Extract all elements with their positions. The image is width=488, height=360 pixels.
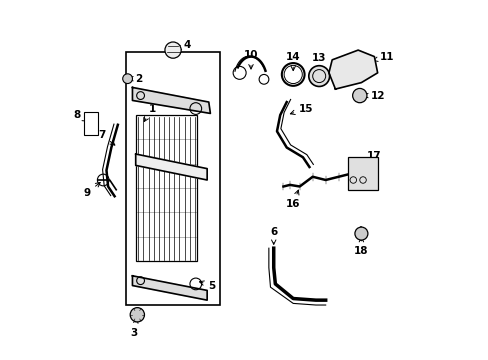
Circle shape bbox=[352, 89, 366, 103]
Text: 2: 2 bbox=[128, 74, 142, 84]
Text: 6: 6 bbox=[269, 227, 277, 244]
Text: 17: 17 bbox=[365, 150, 381, 170]
Text: 11: 11 bbox=[372, 51, 394, 62]
Text: 13: 13 bbox=[311, 53, 326, 72]
Text: 8: 8 bbox=[74, 110, 87, 121]
Circle shape bbox=[164, 42, 181, 58]
Polygon shape bbox=[132, 87, 210, 113]
Text: 16: 16 bbox=[285, 190, 300, 210]
Bar bbox=[83, 112, 98, 135]
Circle shape bbox=[130, 308, 144, 322]
Bar bbox=[126, 52, 220, 305]
Text: 18: 18 bbox=[353, 238, 368, 256]
Text: 9: 9 bbox=[83, 183, 100, 198]
Bar bbox=[348, 157, 377, 190]
Text: 14: 14 bbox=[285, 51, 300, 71]
Circle shape bbox=[122, 74, 132, 84]
Text: 10: 10 bbox=[243, 50, 258, 69]
Text: 15: 15 bbox=[290, 104, 313, 114]
Text: 7: 7 bbox=[98, 130, 115, 145]
Polygon shape bbox=[132, 276, 207, 300]
Polygon shape bbox=[136, 154, 207, 180]
Bar bbox=[136, 115, 197, 261]
Circle shape bbox=[308, 66, 329, 86]
Text: 12: 12 bbox=[363, 91, 384, 100]
Text: 3: 3 bbox=[130, 319, 138, 338]
Polygon shape bbox=[328, 50, 377, 89]
Circle shape bbox=[354, 227, 367, 240]
Text: 5: 5 bbox=[199, 280, 215, 291]
Text: 4: 4 bbox=[176, 40, 191, 50]
Text: 1: 1 bbox=[144, 104, 155, 121]
